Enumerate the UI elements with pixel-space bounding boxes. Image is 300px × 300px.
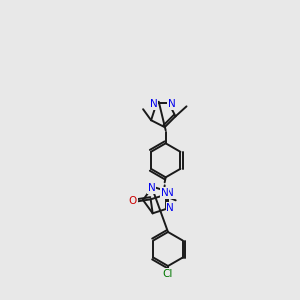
Text: N: N [167,188,174,198]
Text: Cl: Cl [163,269,173,279]
Text: N: N [161,188,169,198]
Text: N: N [148,183,155,193]
Text: N: N [168,99,176,109]
Text: O: O [128,196,137,206]
Text: N: N [150,99,158,109]
Text: N: N [167,203,174,213]
